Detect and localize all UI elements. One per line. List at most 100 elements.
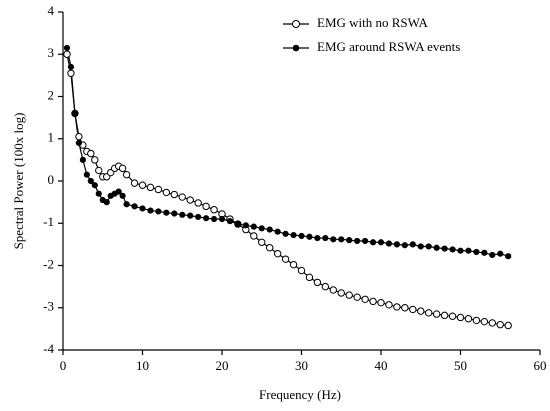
data-point — [154, 185, 163, 194]
data-point — [67, 69, 75, 77]
data-point — [432, 310, 441, 318]
data-point — [362, 237, 369, 245]
y-tick-label: -1 — [43, 214, 54, 229]
data-point — [298, 232, 305, 240]
data-point — [162, 188, 171, 197]
data-point — [210, 215, 218, 223]
data-point — [281, 255, 290, 263]
x-axis-label: Frequency (Hz) — [259, 387, 341, 402]
data-point — [457, 247, 464, 254]
data-point — [489, 251, 496, 259]
data-point — [75, 132, 83, 141]
data-point — [417, 243, 424, 250]
data-point — [330, 236, 337, 243]
data-point — [409, 241, 416, 248]
data-point — [480, 317, 489, 326]
data-point — [504, 321, 512, 330]
series-line — [66, 54, 509, 327]
data-point — [401, 242, 408, 249]
data-point — [377, 239, 385, 246]
data-point — [250, 223, 257, 230]
data-point — [337, 289, 345, 297]
data-point — [195, 213, 202, 221]
data-point — [118, 164, 127, 173]
legend-label: EMG around RSWA events — [317, 39, 460, 54]
data-point — [377, 298, 385, 307]
data-point — [123, 201, 130, 208]
legend-marker — [292, 44, 300, 52]
data-point — [440, 311, 449, 320]
y-tick-label: -2 — [43, 256, 54, 271]
y-tick-label: -3 — [43, 299, 54, 314]
data-point — [441, 245, 448, 252]
data-point — [290, 231, 297, 239]
data-point — [130, 179, 139, 187]
data-point — [425, 243, 432, 250]
legend-marker — [292, 20, 300, 28]
data-point — [202, 202, 210, 211]
data-point — [488, 319, 496, 327]
data-point — [314, 234, 321, 242]
data-point — [63, 44, 71, 52]
data-point — [63, 50, 71, 58]
data-point — [353, 293, 361, 301]
data-point — [218, 215, 226, 223]
data-point — [103, 199, 110, 206]
x-tick-label: 40 — [375, 358, 388, 373]
data-point — [187, 212, 194, 219]
data-point — [385, 240, 393, 247]
data-point — [354, 237, 361, 245]
data-point — [67, 63, 75, 71]
data-point — [448, 312, 457, 320]
data-point — [456, 313, 465, 322]
data-point — [481, 249, 488, 256]
data-point — [95, 166, 103, 175]
data-point — [338, 236, 345, 243]
data-point — [266, 244, 274, 252]
x-tick-label: 0 — [60, 358, 67, 373]
data-point — [91, 182, 98, 189]
data-point — [170, 190, 179, 199]
data-point — [119, 192, 126, 199]
data-point — [146, 183, 155, 192]
data-point — [179, 211, 186, 218]
data-point — [95, 190, 102, 197]
data-point — [203, 215, 210, 222]
data-point — [449, 246, 456, 253]
x-tick-label: 60 — [534, 358, 547, 373]
data-point — [131, 203, 138, 210]
data-point — [234, 220, 241, 228]
data-point — [163, 209, 170, 216]
data-point — [393, 303, 401, 311]
data-point — [138, 181, 147, 189]
data-point — [417, 307, 425, 315]
data-point — [496, 320, 504, 329]
data-point — [115, 188, 122, 195]
x-tick-label: 30 — [295, 358, 308, 373]
x-tick-label: 50 — [454, 358, 467, 373]
data-point — [497, 250, 504, 257]
series-line — [66, 47, 509, 257]
y-tick-label: 2 — [48, 87, 55, 102]
data-point — [79, 156, 86, 163]
data-point — [361, 295, 369, 303]
data-point — [258, 238, 266, 246]
data-point — [75, 139, 83, 147]
data-point — [393, 241, 400, 248]
data-point — [305, 273, 314, 282]
data-point — [282, 230, 289, 237]
data-point — [345, 291, 353, 299]
data-point — [409, 305, 417, 314]
data-point — [313, 278, 322, 287]
data-point — [139, 205, 146, 212]
data-point — [322, 234, 329, 242]
data-point — [250, 232, 258, 240]
data-point — [210, 206, 218, 214]
data-point — [473, 248, 480, 256]
data-point — [186, 196, 194, 204]
data-point — [346, 237, 353, 244]
data-point — [329, 286, 337, 294]
data-point — [226, 218, 234, 225]
